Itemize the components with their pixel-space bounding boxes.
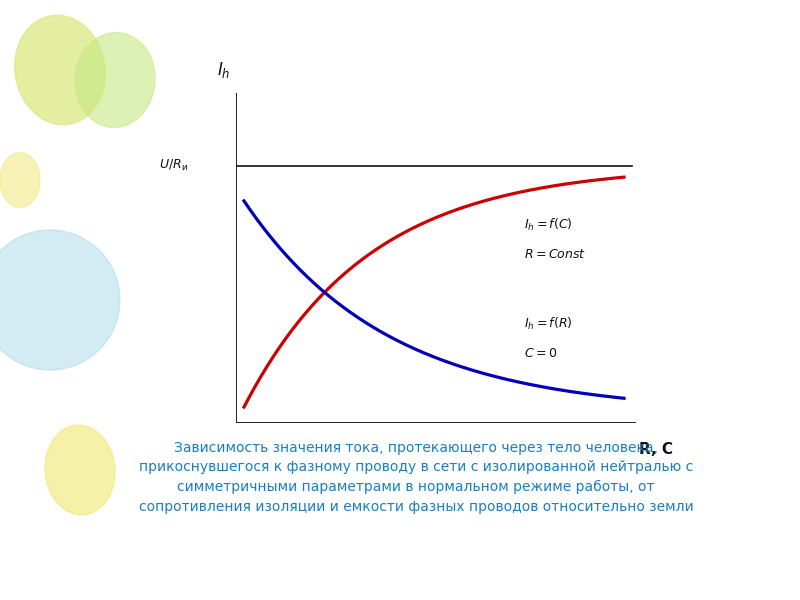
Text: Зависимость значения тока, протекающего через тело человека,
прикоснувшегося к ф: Зависимость значения тока, протекающего …: [138, 441, 694, 514]
Text: $I_h = f(R)$: $I_h = f(R)$: [524, 316, 573, 332]
Ellipse shape: [14, 15, 106, 125]
Text: $R = Const$: $R = Const$: [524, 248, 586, 261]
Text: $I_h = f(C)$: $I_h = f(C)$: [524, 217, 573, 233]
Ellipse shape: [75, 32, 155, 127]
Text: R, C: R, C: [639, 442, 673, 457]
Ellipse shape: [45, 425, 115, 515]
Text: $I_h$: $I_h$: [218, 60, 230, 80]
Ellipse shape: [0, 152, 40, 208]
Text: $U/R_{\rm и}$: $U/R_{\rm и}$: [159, 158, 188, 173]
Circle shape: [0, 230, 120, 370]
Text: $C = 0$: $C = 0$: [524, 347, 557, 360]
